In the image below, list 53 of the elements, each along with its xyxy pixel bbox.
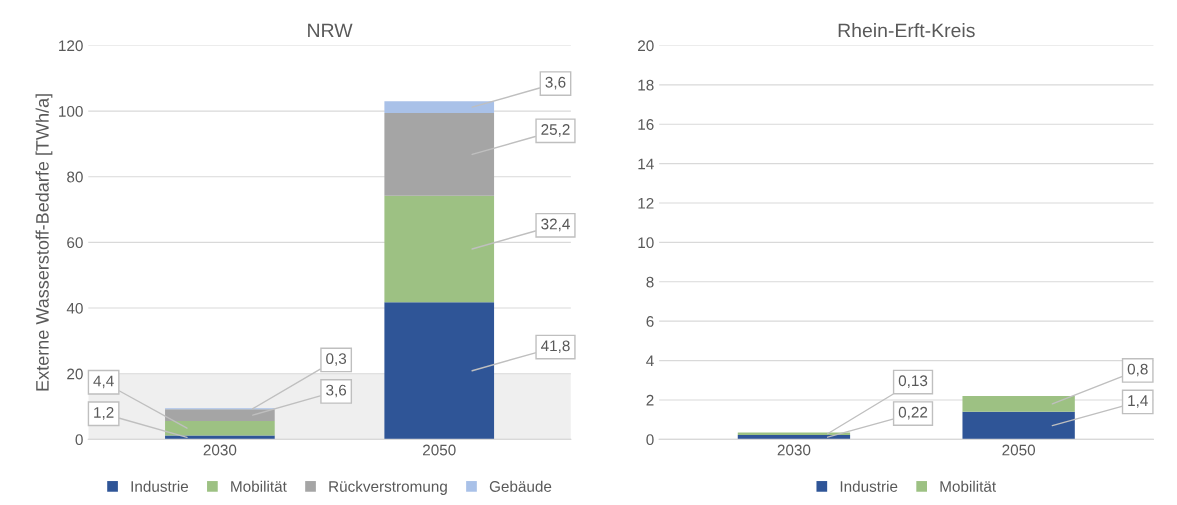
y-tick-label: 40 bbox=[66, 302, 83, 314]
legend-label: Industrie bbox=[840, 480, 898, 492]
x-tick-label: 2050 bbox=[423, 444, 456, 456]
bar bbox=[737, 432, 851, 436]
y-tick-label: 4 bbox=[646, 355, 654, 367]
bar bbox=[384, 101, 495, 114]
y-tick-label: 10 bbox=[638, 237, 654, 249]
x-tick-label: 2030 bbox=[203, 444, 237, 456]
y-axis-title: Externe Wasserstoff-Bedarfe [TWh/a] bbox=[35, 94, 53, 391]
y-tick-label: 2 bbox=[646, 394, 654, 406]
y-tick-label: 80 bbox=[67, 171, 83, 183]
y-tick-label: 20 bbox=[67, 368, 83, 380]
data-label: 0,13 bbox=[898, 375, 928, 388]
y-tick-label: 100 bbox=[59, 105, 83, 117]
y-tick-label: 16 bbox=[638, 119, 654, 130]
y-tick-label: 12 bbox=[638, 197, 654, 209]
chart-title: NRW bbox=[308, 23, 353, 38]
data-label: 4,4 bbox=[93, 375, 114, 389]
data-label: 3,6 bbox=[545, 76, 566, 90]
y-tick-label: 18 bbox=[638, 79, 654, 91]
data-label: 41,8 bbox=[540, 340, 570, 354]
y-tick-label: 20 bbox=[638, 40, 654, 52]
y-tick-label: 120 bbox=[59, 40, 83, 52]
y-tick-label: 0 bbox=[75, 434, 83, 446]
bar bbox=[384, 113, 495, 196]
data-label: 1,4 bbox=[1128, 395, 1148, 408]
chart-title: Rhein-Erft-Kreis bbox=[838, 23, 975, 38]
bar bbox=[384, 195, 495, 303]
legend-label: Mobilität bbox=[940, 480, 996, 492]
data-label: 0,3 bbox=[326, 353, 347, 366]
y-tick-label: 8 bbox=[646, 276, 654, 288]
data-label: 0,8 bbox=[1127, 363, 1148, 377]
legend-label: Industrie bbox=[131, 480, 189, 492]
data-label: 0,22 bbox=[898, 406, 928, 420]
data-label: 32,4 bbox=[541, 218, 570, 232]
bar bbox=[165, 435, 275, 440]
data-label: 25,2 bbox=[541, 124, 570, 137]
y-tick-label: 0 bbox=[646, 434, 654, 446]
legend-label: Mobilität bbox=[231, 480, 287, 492]
y-tick-label: 14 bbox=[638, 158, 654, 170]
bar bbox=[962, 396, 1075, 412]
legend-label: Gebäude bbox=[489, 480, 552, 492]
legend-label: Rückverstromung bbox=[329, 480, 447, 495]
bar bbox=[962, 411, 1075, 440]
bar bbox=[165, 420, 275, 436]
data-label: 1,2 bbox=[94, 407, 114, 420]
x-tick-label: 2030 bbox=[777, 444, 811, 456]
data-label: 3,6 bbox=[326, 384, 347, 398]
bar bbox=[165, 409, 275, 421]
x-tick-label: 2050 bbox=[1002, 444, 1036, 456]
y-tick-label: 6 bbox=[646, 316, 654, 327]
bar bbox=[384, 302, 495, 440]
y-tick-label: 60 bbox=[67, 237, 83, 249]
